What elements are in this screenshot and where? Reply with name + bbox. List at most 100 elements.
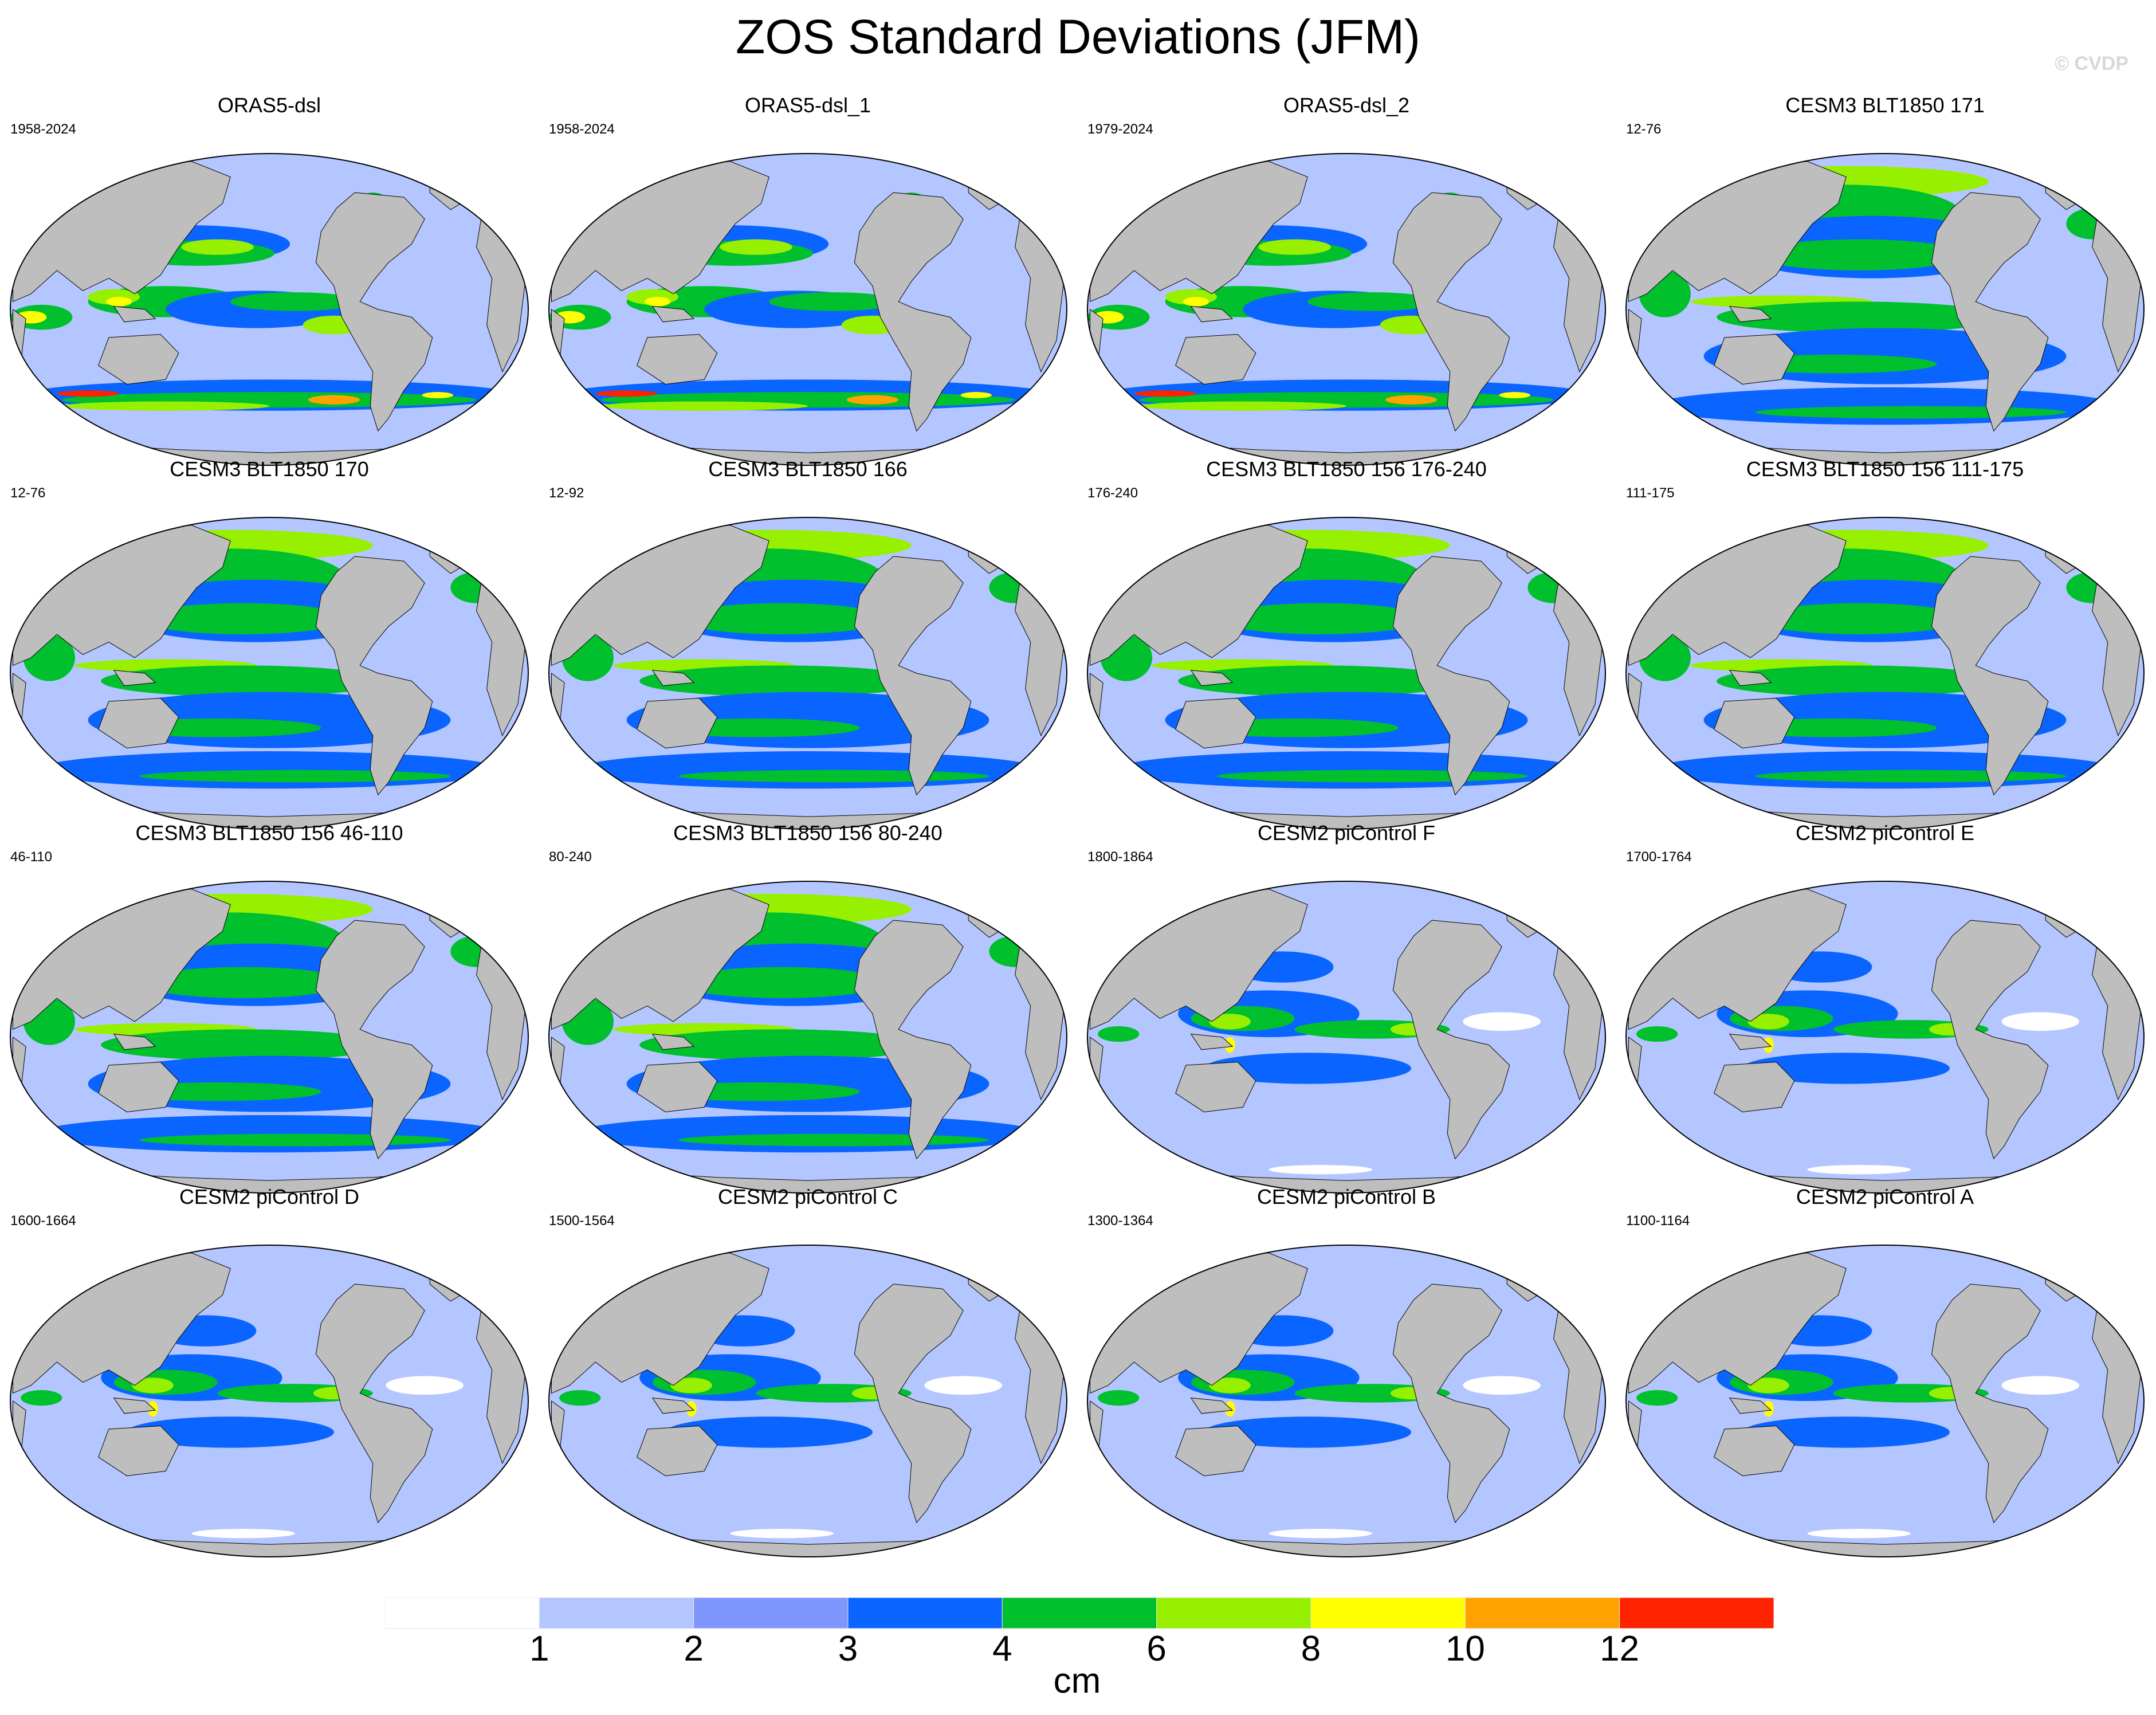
variability-patch xyxy=(1183,297,1209,307)
variability-patch xyxy=(230,292,360,311)
variability-patch xyxy=(422,392,453,399)
land-mass xyxy=(1190,1033,1234,1050)
colorbar-swatch xyxy=(539,1598,694,1629)
colorbar-tick-label: 3 xyxy=(838,1629,858,1669)
variability-patch xyxy=(62,401,269,411)
land-mass xyxy=(98,697,179,749)
variability-patch xyxy=(1747,1378,1789,1394)
variability-patch xyxy=(1217,603,1424,634)
colorbar-swatch xyxy=(1310,1598,1466,1629)
variability-patch xyxy=(600,401,808,411)
variability-patch xyxy=(1269,1529,1373,1539)
map-border xyxy=(1625,1245,2145,1557)
colorbar-tick-label: 12 xyxy=(1600,1629,1640,1669)
land-mass xyxy=(1714,1425,1795,1477)
variability-patch xyxy=(1756,603,1963,634)
land-mass xyxy=(651,1033,695,1050)
variability-patch xyxy=(1204,1053,1411,1084)
variability-patch xyxy=(1098,1026,1140,1042)
world-map xyxy=(548,517,1067,830)
panel-year-range: 1958-2024 xyxy=(549,121,615,137)
panel-year-range: 12-76 xyxy=(1626,121,1662,137)
world-map xyxy=(10,881,529,1194)
land-mass xyxy=(1392,556,1510,796)
panel-title: CESM3 BLT1850 171 xyxy=(1785,93,1985,117)
variability-patch xyxy=(665,1416,873,1448)
variability-patch xyxy=(1742,1416,1950,1448)
variability-patch xyxy=(846,395,899,405)
panel-year-range: 1100-1164 xyxy=(1626,1213,1690,1229)
land-mass xyxy=(854,192,972,432)
panel-title: CESM3 BLT1850 156 80-240 xyxy=(673,821,942,845)
land-mass xyxy=(1190,305,1234,323)
panel-year-range: 1500-1564 xyxy=(549,1213,615,1229)
world-map xyxy=(1087,517,1606,830)
land-mass xyxy=(315,556,433,796)
land-mass xyxy=(1190,669,1234,686)
colorbar-tick-label: 2 xyxy=(684,1629,704,1669)
world-map xyxy=(1625,153,2145,466)
world-map xyxy=(1625,517,2145,830)
panel-year-range: 1958-2024 xyxy=(10,121,76,137)
panel-title: CESM2 piControl F xyxy=(1257,821,1436,845)
land-mass xyxy=(854,556,972,796)
panel-title: ORAS5-dsl_1 xyxy=(744,93,871,117)
map-panel: ORAS5-dsl_2 1979-2024 xyxy=(1077,0,1616,466)
colorbar-swatch xyxy=(847,1598,1003,1629)
variability-patch xyxy=(1636,1390,1678,1406)
panel-year-range: 46-110 xyxy=(10,849,52,865)
panel-year-range: 1600-1664 xyxy=(10,1213,76,1229)
land-mass xyxy=(98,333,179,385)
land-mass xyxy=(1714,1061,1795,1113)
land-mass xyxy=(854,1284,972,1524)
panel-year-range: 12-92 xyxy=(549,485,584,501)
map-border xyxy=(10,153,529,466)
variability-patch xyxy=(127,1416,334,1448)
land-mass xyxy=(1729,305,1772,323)
variability-patch xyxy=(1139,401,1346,411)
map-panel: CESM3 BLT1850 156 111-175 111-175 xyxy=(1616,364,2154,830)
variability-patch xyxy=(645,297,671,307)
map-panel: CESM3 BLT1850 171 12-76 xyxy=(1616,0,2154,466)
map-border xyxy=(1625,153,2145,466)
variability-patch xyxy=(670,1378,712,1394)
variability-patch xyxy=(1204,1416,1411,1448)
map-border xyxy=(10,1245,529,1557)
variability-patch xyxy=(101,665,386,697)
land-mass xyxy=(637,1061,718,1113)
world-map xyxy=(1087,1245,1606,1557)
land-mass xyxy=(1729,1397,1772,1414)
map-border xyxy=(10,517,529,830)
panel-year-range: 111-175 xyxy=(1626,485,1675,501)
land-mass xyxy=(651,1397,695,1414)
variability-patch xyxy=(101,1029,386,1061)
land-mass xyxy=(637,1425,718,1477)
variability-patch xyxy=(308,395,360,405)
map-panel: CESM3 BLT1850 156 46-110 46-110 xyxy=(0,728,539,1194)
world-map xyxy=(548,1245,1067,1557)
panel-title: CESM2 piControl D xyxy=(179,1185,360,1208)
land-mass xyxy=(1392,1284,1510,1524)
colorbar-swatch xyxy=(1002,1598,1157,1629)
map-panel: CESM3 BLT1850 170 12-76 xyxy=(0,364,539,830)
variability-patch xyxy=(678,603,886,634)
variability-patch xyxy=(1258,239,1331,255)
map-panel: CESM2 piControl B 1300-1364 xyxy=(1077,1092,1616,1557)
map-panel: ORAS5-dsl 1958-2024 xyxy=(0,0,539,466)
land-mass xyxy=(1931,920,2049,1160)
panel-year-range: 12-76 xyxy=(10,485,46,501)
variability-patch xyxy=(1463,1012,1541,1031)
figure-title: ZOS Standard Deviations (JFM) xyxy=(735,10,1421,64)
world-map xyxy=(548,881,1067,1194)
variability-patch xyxy=(1807,1529,1911,1539)
map-panel: CESM2 piControl F 1800-1864 xyxy=(1077,728,1616,1194)
world-map xyxy=(548,153,1067,466)
land-mass xyxy=(651,669,695,686)
variability-patch xyxy=(139,603,347,634)
map-border xyxy=(1087,881,1606,1194)
map-panel: CESM2 piControl E 1700-1764 xyxy=(1616,728,2154,1194)
panel-title: ORAS5-dsl_2 xyxy=(1283,93,1410,117)
panel-title: CESM3 BLT1850 156 176-240 xyxy=(1206,457,1487,481)
colorbar-swatch xyxy=(1464,1598,1620,1629)
land-mass xyxy=(637,333,718,385)
